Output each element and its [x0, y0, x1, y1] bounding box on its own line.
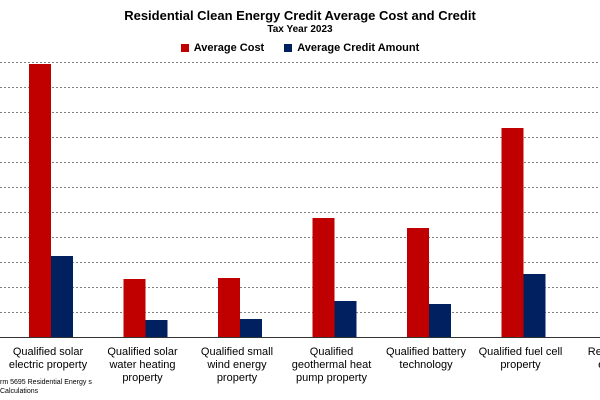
legend-item-average-cost: Average Cost	[180, 42, 265, 54]
legend: Average Cost Average Credit Amount	[0, 42, 600, 54]
legend-label-average-credit: Average Credit Amount	[297, 42, 420, 54]
bar-average-cost-4	[407, 228, 429, 337]
bar-average-cost-2	[218, 278, 240, 337]
x-tick-label: Qualified battery technology	[386, 346, 467, 371]
legend-swatch-average-cost	[180, 44, 189, 52]
x-tick-label: Qualified fuel cell property	[479, 346, 563, 371]
bar-average-cost-0	[29, 64, 51, 337]
legend-label-average-cost: Average Cost	[193, 42, 265, 54]
bar-average-credit-amount-3	[334, 301, 357, 337]
source-note: rm 5695 Residential Energy s Calculation…	[0, 379, 92, 395]
bar-average-cost-1	[123, 279, 146, 337]
bar-average-credit-amount-0	[51, 256, 73, 337]
x-tick-label: Qualified geothermal heat pump property	[292, 346, 372, 384]
x-tick-label: Qualified solar water heating property	[107, 346, 178, 384]
chart-subtitle: Tax Year 2023	[267, 24, 333, 35]
bar-average-credit-amount-4	[429, 304, 451, 337]
legend-swatch-average-credit	[284, 44, 293, 52]
x-tick-label: Qualified solar electric property	[9, 346, 88, 371]
bar-average-credit-amount-5	[523, 274, 546, 337]
x-tick-label: Residentialenergy	[588, 346, 600, 371]
legend-item-average-credit: Average Credit Amount	[284, 42, 419, 54]
chart-title: Residential Clean Energy Credit Average …	[124, 8, 476, 23]
x-tick-label: Qualified small wind energy property	[201, 346, 273, 384]
bar-average-cost-3	[312, 218, 335, 337]
bar-average-credit-amount-1	[145, 320, 168, 337]
bar-average-credit-amount-2	[240, 319, 262, 337]
bar-average-cost-5	[501, 128, 524, 337]
